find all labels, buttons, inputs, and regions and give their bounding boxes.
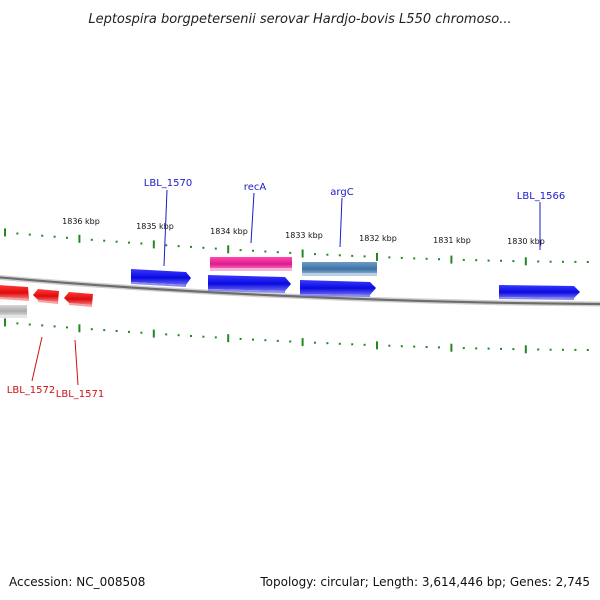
accession-text: Accession: NC_008508 [9, 575, 145, 589]
gene-reca[interactable] [208, 275, 291, 293]
genome-backbone-line [0, 276, 600, 306]
topology-text: Topology: circular; Length: 3,614,446 bp… [259, 575, 590, 589]
reca-feature[interactable] [210, 257, 292, 271]
map-title: Leptospira borgpetersenii serovar Hardjo… [88, 12, 511, 27]
outer-tick-row [4, 228, 589, 266]
gene-label-lbl-1572[interactable]: LBL_1572 [7, 385, 55, 396]
gene-lbl-1566[interactable] [499, 285, 580, 300]
gene-lbl-1570[interactable] [131, 269, 191, 287]
scale-label: 1831 kbp [433, 236, 471, 245]
gene-label-lbl-1571[interactable]: LBL_1571 [56, 389, 104, 400]
gene-label-reca[interactable]: recA [244, 182, 267, 193]
inner-tick-row [4, 318, 589, 354]
gene-lbl-1573-partial[interactable] [0, 285, 29, 301]
leader-lines [31, 189, 541, 386]
scale-label: 1832 kbp [359, 234, 397, 243]
scale-label: 1834 kbp [210, 227, 248, 236]
pseudo-feature[interactable] [0, 305, 27, 318]
gene-lbl-1571[interactable] [64, 292, 93, 307]
scale-label: 1830 kbp [507, 237, 545, 246]
gene-label-argc[interactable]: argC [330, 187, 353, 198]
argc-feature[interactable] [302, 262, 377, 276]
scale-label: 1833 kbp [285, 231, 323, 240]
gene-lbl-1572[interactable] [33, 289, 59, 304]
gene-argc[interactable] [300, 280, 376, 297]
scale-label: 1835 kbp [136, 222, 174, 231]
scale-labels: 1836 kbp 1835 kbp 1834 kbp 1833 kbp 1832… [62, 217, 545, 246]
scale-label: 1836 kbp [62, 217, 100, 226]
gene-label-lbl-1570[interactable]: LBL_1570 [144, 178, 192, 189]
gene-label-lbl-1566[interactable]: LBL_1566 [517, 191, 565, 202]
